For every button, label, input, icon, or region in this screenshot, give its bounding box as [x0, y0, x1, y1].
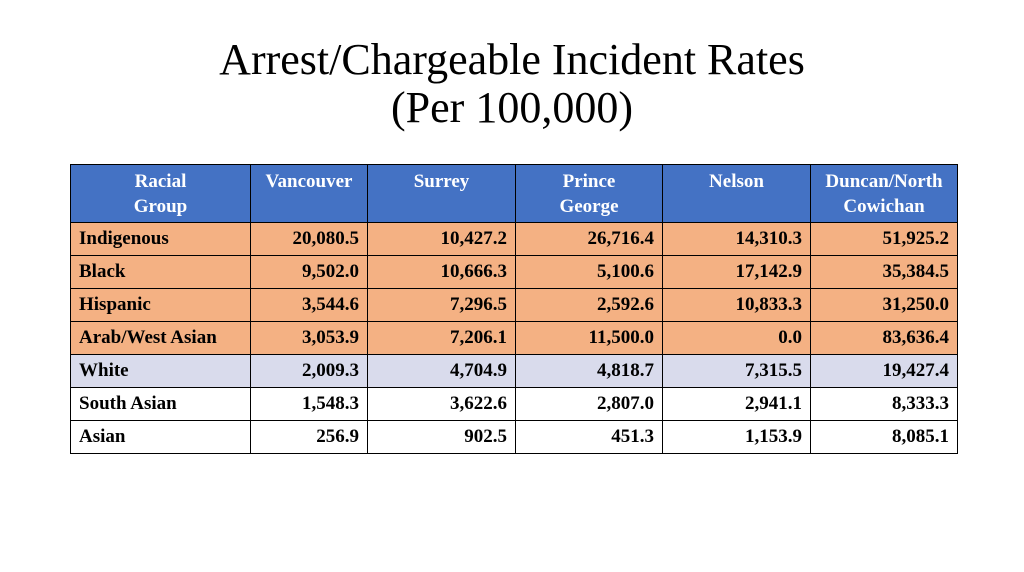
cell-nelson: 0.0: [662, 321, 811, 355]
cell-prince-george: 2,807.0: [515, 387, 663, 421]
cell-nelson: 1,153.9: [662, 420, 811, 454]
cell-surrey: 7,296.5: [367, 288, 516, 322]
table-row-south-asian: South Asian 1,548.3 3,622.6 2,807.0 2,94…: [70, 387, 958, 421]
table-row-black: Black 9,502.0 10,666.3 5,100.6 17,142.9 …: [70, 255, 958, 289]
cell-prince-george: 26,716.4: [515, 222, 663, 256]
cell-surrey: 4,704.9: [367, 354, 516, 388]
cell-prince-george: 451.3: [515, 420, 663, 454]
cell-nelson: 14,310.3: [662, 222, 811, 256]
header-racial-group: Racial Group: [70, 164, 251, 223]
cell-surrey: 10,666.3: [367, 255, 516, 289]
cell-surrey: 3,622.6: [367, 387, 516, 421]
cell-vancouver: 9,502.0: [250, 255, 368, 289]
cell-vancouver: 2,009.3: [250, 354, 368, 388]
table-row-white: White 2,009.3 4,704.9 4,818.7 7,315.5 19…: [70, 354, 958, 388]
table-row-hispanic: Hispanic 3,544.6 7,296.5 2,592.6 10,833.…: [70, 288, 958, 322]
cell-vancouver: 20,080.5: [250, 222, 368, 256]
row-label: Hispanic: [70, 288, 251, 322]
table-row-asian: Asian 256.9 902.5 451.3 1,153.9 8,085.1: [70, 420, 958, 454]
title-line-1: Arrest/Chargeable Incident Rates: [219, 35, 805, 84]
cell-vancouver: 1,548.3: [250, 387, 368, 421]
cell-duncan-north-cowichan: 35,384.5: [810, 255, 958, 289]
row-label: South Asian: [70, 387, 251, 421]
cell-surrey: 10,427.2: [367, 222, 516, 256]
table-header-row: Racial Group Vancouver Surrey Prince Geo…: [70, 164, 958, 223]
cell-duncan-north-cowichan: 31,250.0: [810, 288, 958, 322]
cell-prince-george: 5,100.6: [515, 255, 663, 289]
header-vancouver: Vancouver: [250, 164, 368, 223]
header-prince-george: Prince George: [515, 164, 663, 223]
cell-nelson: 7,315.5: [662, 354, 811, 388]
header-duncan-north-cowichan: Duncan/North Cowichan: [810, 164, 958, 223]
row-label: White: [70, 354, 251, 388]
row-label: Indigenous: [70, 222, 251, 256]
row-label: Asian: [70, 420, 251, 454]
cell-vancouver: 3,053.9: [250, 321, 368, 355]
table-row-arab-west-asian: Arab/West Asian 3,053.9 7,206.1 11,500.0…: [70, 321, 958, 355]
cell-nelson: 2,941.1: [662, 387, 811, 421]
cell-nelson: 10,833.3: [662, 288, 811, 322]
table-row-indigenous: Indigenous 20,080.5 10,427.2 26,716.4 14…: [70, 222, 958, 256]
header-surrey: Surrey: [367, 164, 516, 223]
row-label: Black: [70, 255, 251, 289]
header-nelson: Nelson: [662, 164, 811, 223]
cell-duncan-north-cowichan: 19,427.4: [810, 354, 958, 388]
page-title: Arrest/Chargeable Incident Rates (Per 10…: [0, 36, 1024, 132]
title-line-2: (Per 100,000): [391, 83, 633, 132]
cell-duncan-north-cowichan: 83,636.4: [810, 321, 958, 355]
cell-vancouver: 3,544.6: [250, 288, 368, 322]
cell-prince-george: 4,818.7: [515, 354, 663, 388]
cell-prince-george: 2,592.6: [515, 288, 663, 322]
cell-surrey: 902.5: [367, 420, 516, 454]
rates-table: Racial Group Vancouver Surrey Prince Geo…: [70, 164, 958, 454]
cell-prince-george: 11,500.0: [515, 321, 663, 355]
cell-nelson: 17,142.9: [662, 255, 811, 289]
cell-duncan-north-cowichan: 8,085.1: [810, 420, 958, 454]
cell-surrey: 7,206.1: [367, 321, 516, 355]
row-label: Arab/West Asian: [70, 321, 251, 355]
cell-duncan-north-cowichan: 8,333.3: [810, 387, 958, 421]
cell-duncan-north-cowichan: 51,925.2: [810, 222, 958, 256]
cell-vancouver: 256.9: [250, 420, 368, 454]
